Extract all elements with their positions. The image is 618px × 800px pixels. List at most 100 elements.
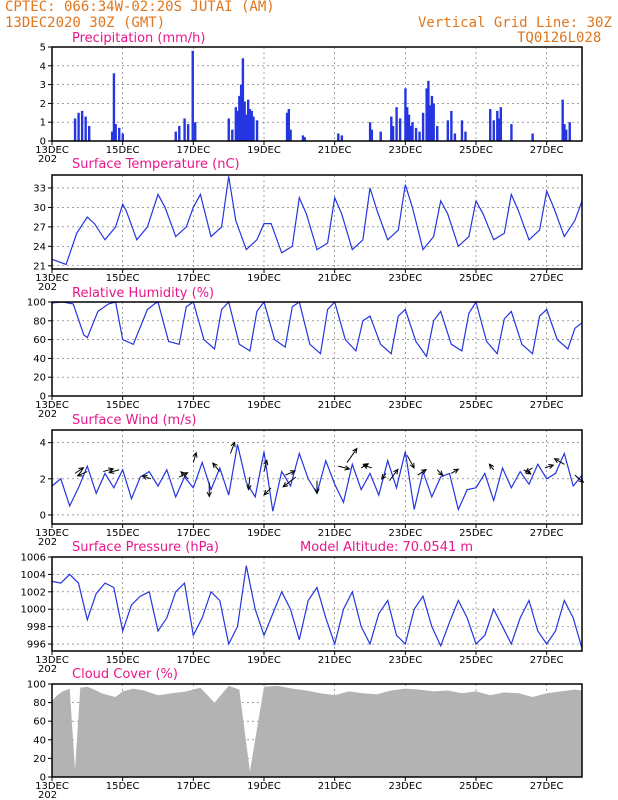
wind-arrow <box>108 468 120 474</box>
precip-frame <box>51 46 583 142</box>
panel-temperature: Surface Temperature (nC) 21 24 27 30 33 13DEC… <box>33 157 583 293</box>
x-tick-label: 21DEC <box>318 528 352 539</box>
wind-arrow-head <box>393 468 399 475</box>
x-tick-label: 13DEC <box>35 400 69 411</box>
wind-arrow-shaft <box>406 455 415 469</box>
wind-arrow <box>212 462 221 472</box>
precip-bar <box>285 112 289 141</box>
y-tick-label: 100 <box>27 680 46 691</box>
precipitation-title: Precipitation (mm/h) <box>72 31 205 46</box>
precip-bar <box>194 122 197 141</box>
precip-bar <box>241 58 245 141</box>
y-tick-label: 80 <box>33 316 46 327</box>
x-tick-label: 19DEC <box>247 273 281 284</box>
rh-series-line <box>51 300 583 358</box>
model-altitude: Model Altitude: 70.0541 m <box>300 540 473 555</box>
precip-bar <box>110 131 114 141</box>
wind-arrow-head <box>246 484 252 491</box>
wind-arrow-head <box>192 451 198 458</box>
header-model-code: TQ0126L028 <box>517 30 601 46</box>
x-tick-label: 23DEC <box>388 145 422 156</box>
y-tick-label: 1006 <box>21 553 46 564</box>
wind-arrow <box>74 467 85 474</box>
precip-bar <box>446 120 450 141</box>
y-tick-label: 40 <box>33 354 46 365</box>
y-tick-label: 21 <box>33 261 46 272</box>
precip-bar <box>563 124 566 141</box>
wind-arrow-shaft <box>417 469 427 476</box>
precip-bar <box>245 114 248 141</box>
precip-bar <box>561 99 564 141</box>
wind-arrow-head <box>553 458 560 464</box>
y-tick-label: 998 <box>27 622 46 633</box>
year-fragment: 202 <box>38 537 57 548</box>
wind-title: Surface Wind (m/s) <box>72 413 196 428</box>
wind-arrow-shaft <box>74 467 84 474</box>
wind-arrow-shaft <box>103 468 114 473</box>
wind-arrow-head <box>421 468 428 475</box>
wind-arrow <box>180 470 189 480</box>
precip-bar <box>250 110 253 141</box>
wind-arrow <box>451 468 460 474</box>
x-tick-label: 15DEC <box>106 655 140 666</box>
x-tick-label: 23DEC <box>388 781 422 792</box>
cloud-title: Cloud Cover (%) <box>72 667 178 682</box>
wind-arrow-head <box>437 470 444 477</box>
wind-arrow-head <box>78 467 85 473</box>
precip-bar <box>395 107 398 141</box>
precip-bar <box>234 107 238 141</box>
x-tick-label: 25DEC <box>459 781 493 792</box>
wind-arrow <box>389 468 399 481</box>
precip-bar <box>379 131 382 141</box>
y-tick-label: 2 <box>40 99 46 110</box>
wind-arrow-head <box>263 489 269 496</box>
x-tick-label: 23DEC <box>388 400 422 411</box>
precip-bar <box>492 120 495 141</box>
wind-arrow <box>381 473 387 480</box>
y-tick-label: 27 <box>33 222 46 233</box>
y-tick-label: 60 <box>33 717 46 728</box>
precip-bar <box>427 80 430 141</box>
year-fragment: 202 <box>38 664 57 675</box>
precip-bar <box>301 135 305 141</box>
y-tick-label: 0 <box>40 137 46 148</box>
precip-bar <box>436 125 439 141</box>
y-tick-label: 1004 <box>21 570 46 581</box>
x-tick-label: 17DEC <box>176 145 210 156</box>
x-tick-label: 19DEC <box>247 400 281 411</box>
precip-bar <box>252 116 255 141</box>
wind-arrow-shaft <box>229 442 236 454</box>
precip-bar <box>174 131 177 141</box>
y-tick-label: 3 <box>40 80 46 91</box>
precip-bar <box>450 110 453 141</box>
x-tick-label: 21DEC <box>318 781 352 792</box>
x-tick-label: 17DEC <box>176 400 210 411</box>
x-tick-label: 25DEC <box>459 528 493 539</box>
precip-bar <box>565 129 568 141</box>
cloud-cover-area <box>52 685 582 777</box>
wind-arrow <box>417 468 428 476</box>
temperature-title: Surface Temperature (nC) <box>72 157 240 172</box>
wind-arrow <box>314 480 320 495</box>
wind-arrow-head <box>282 482 289 488</box>
precip-bar <box>464 131 467 141</box>
y-tick-label: 30 <box>33 203 46 214</box>
precip-bar <box>411 122 414 141</box>
precip-bar <box>496 110 499 141</box>
x-tick-label: 15DEC <box>106 273 140 284</box>
wind-arrow <box>436 469 444 477</box>
wind-arrow-head <box>409 462 415 469</box>
y-tick-label: 1 <box>40 118 46 129</box>
wind-arrow <box>285 470 297 476</box>
wind-arrow <box>178 472 189 478</box>
precip-bar <box>398 118 402 141</box>
wind-arrow-head <box>141 474 148 480</box>
panel-cloud-cover: Cloud Cover (%) 0 20 40 60 80 100 13DEC 15DEC 17… <box>27 667 583 800</box>
y-tick-label: 40 <box>33 735 46 746</box>
wind-series-line <box>51 444 583 512</box>
header-location: CPTEC: 066:34W-02:20S JUTAI (AM) <box>5 0 275 15</box>
wind-arrow <box>206 482 212 498</box>
x-tick-label: 13DEC <box>35 528 69 539</box>
x-tick-label: 13DEC <box>35 273 69 284</box>
x-tick-label: 15DEC <box>106 400 140 411</box>
